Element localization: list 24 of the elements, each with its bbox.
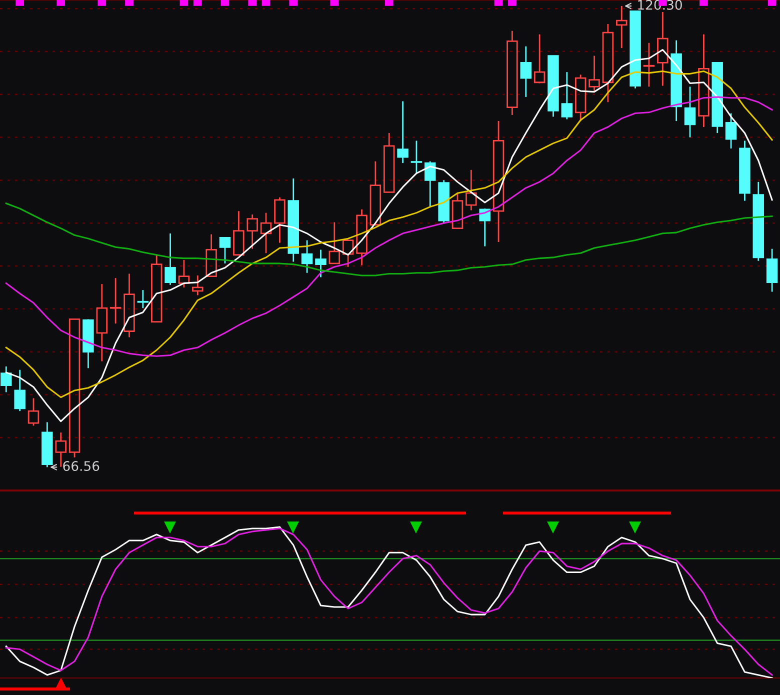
candlestick	[602, 23, 614, 103]
candlestick	[492, 120, 504, 243]
candlestick	[766, 248, 778, 292]
candlestick	[137, 289, 149, 309]
candlestick	[739, 140, 750, 202]
candlestick	[301, 240, 313, 274]
candlestick	[752, 181, 764, 262]
candlestick	[643, 42, 655, 88]
candlestick	[110, 277, 122, 324]
candlestick	[684, 86, 696, 138]
candlestick	[315, 249, 326, 278]
candlestick	[725, 112, 737, 150]
annotation: 66.56	[63, 461, 100, 471]
candlestick	[520, 46, 532, 98]
candlestick	[96, 283, 108, 362]
candlestick	[657, 11, 668, 87]
candlestick	[356, 208, 368, 266]
candlestick	[288, 178, 299, 262]
candlestick	[124, 273, 135, 338]
candlestick	[506, 30, 518, 116]
candlestick	[698, 34, 710, 128]
candlestick	[260, 212, 272, 254]
candlestick	[410, 140, 422, 174]
candlestick	[397, 100, 408, 164]
